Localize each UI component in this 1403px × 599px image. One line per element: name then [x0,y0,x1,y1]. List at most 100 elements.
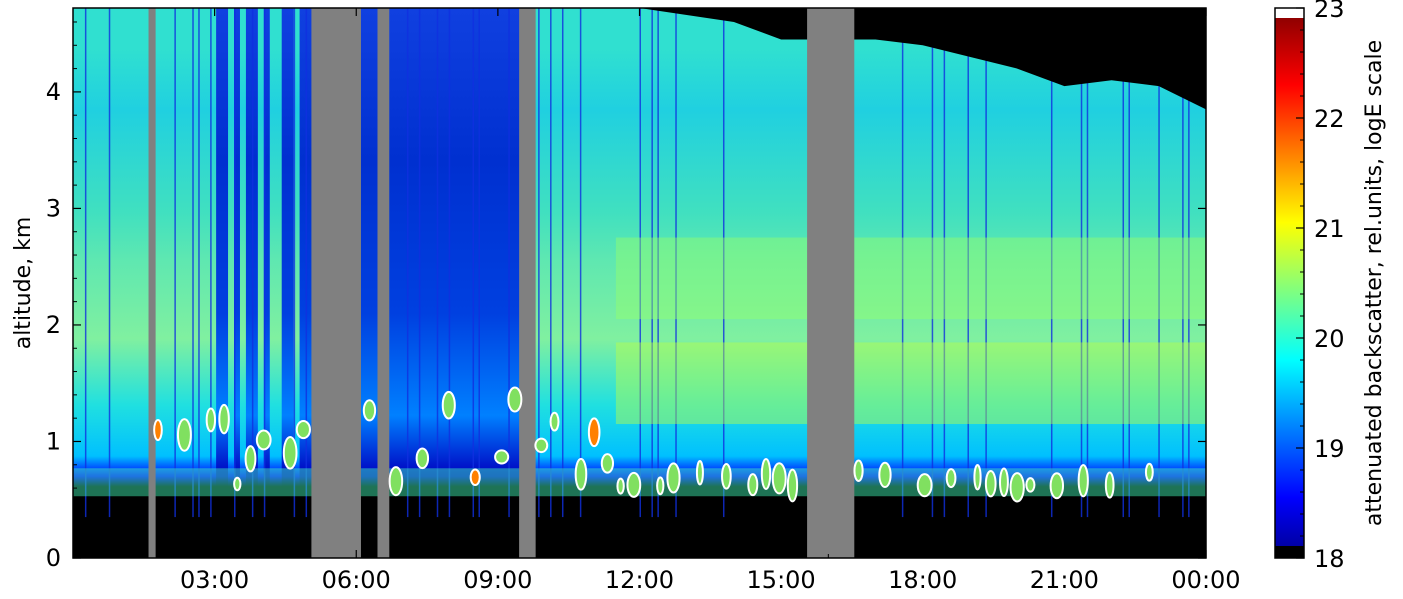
x-tick-label: 21:00 [1030,566,1099,594]
profile-column [204,8,211,517]
profile-column [413,8,420,517]
aerosol-layer [616,238,1206,320]
profile-column [502,8,509,517]
profile-stripe [174,8,176,517]
y-tick-label: 2 [46,311,61,339]
colorbar: 181920212223 attenuated backscatter, rel… [1275,0,1387,573]
y-tick-label: 0 [46,544,61,572]
cloud-contour [773,463,786,493]
x-tick-label: 06:00 [322,566,391,594]
profile-column [222,8,229,517]
profile-stripe [508,8,510,517]
profile-stripe [109,8,111,517]
cloud-contour [246,446,256,471]
profile-column [496,8,503,517]
cloud-contour [364,400,375,420]
profile-stripe [252,8,254,517]
profile-column [490,8,497,517]
cloud-contour [1026,478,1034,492]
profile-stripe [419,8,421,517]
cloud-contour [722,464,731,489]
profile-stripe [85,8,87,517]
profile-column [240,8,247,517]
cloud-contour [257,430,271,449]
profile-column [115,8,122,517]
cloud-contour [417,448,428,468]
profile-column [443,8,450,517]
profile-column [228,8,235,517]
x-tick-label: 15:00 [747,566,816,594]
profile-stripe [234,8,236,517]
profile-stripe [210,8,212,517]
cloud-contour [748,474,757,495]
x-tick-label: 12:00 [605,566,674,594]
profile-column [300,8,307,517]
profile-column [604,8,611,517]
cloud-contour [1011,473,1024,501]
cloud-contour [1106,472,1114,497]
profile-column [246,8,253,517]
cloud-contour [879,463,890,487]
cloud-contour [918,474,932,496]
colorbar-tick-label: 19 [1314,435,1345,463]
colorbar-tick-label: 20 [1314,325,1345,353]
colorbar-tick-label: 18 [1314,545,1345,573]
profile-column [127,8,134,517]
profile-column [121,8,128,517]
profile-stripe [562,8,564,517]
profile-column [371,8,378,517]
profile-stripe [550,8,552,517]
cloud-contour [1051,473,1063,498]
cloud-contour [1146,464,1153,481]
no-data-band [377,8,389,558]
profile-column [484,8,491,517]
profile-column [395,8,402,517]
profile-column [568,8,575,517]
cloud-contour [788,470,797,502]
no-data-band [807,8,854,558]
profile-column [133,8,140,517]
y-tick-label: 1 [46,427,61,455]
cloud-contour [219,405,229,433]
colorbar-over [1275,8,1304,18]
profile-column [97,8,104,517]
profile-column [574,8,581,517]
cloud-contour [284,437,297,469]
no-data-band [519,8,536,558]
profile-stripe [306,8,308,517]
y-axis-label: altitude, km [11,217,36,350]
colorbar-tick-label: 21 [1314,215,1345,243]
profile-column [610,8,617,517]
profile-stripe [437,8,439,517]
colorbar-tick-label: 22 [1314,105,1345,133]
profile-column [401,8,408,517]
profile-stripe [449,8,451,517]
colorbar-under [1275,546,1304,558]
cloud-contour [602,454,613,472]
profile-stripe [580,8,582,517]
cloud-contour [697,461,703,484]
cloud-contour [495,450,508,463]
cloud-contour [154,420,162,440]
profile-stripe [473,8,475,517]
profile-column [467,8,474,517]
cloud-contour [551,413,559,431]
profile-column [103,8,110,517]
cloud-contour [657,477,663,494]
profile-column [139,8,146,517]
profile-column [91,8,98,517]
cloud-contour [627,473,640,497]
plot-area [73,8,1207,558]
cloud-contour [974,465,980,489]
profile-column [556,8,563,517]
cloud-contour [471,470,480,485]
colorbar-label: attenuated backscatter, rel.units, logE … [1362,40,1387,526]
profile-column [162,8,169,517]
profile-stripe [198,8,200,517]
x-tick-label: 09:00 [463,566,532,594]
cloud-contour [535,439,547,453]
cloud-contour [234,478,240,490]
cloud-contour [390,467,403,495]
no-data-band [311,8,361,558]
